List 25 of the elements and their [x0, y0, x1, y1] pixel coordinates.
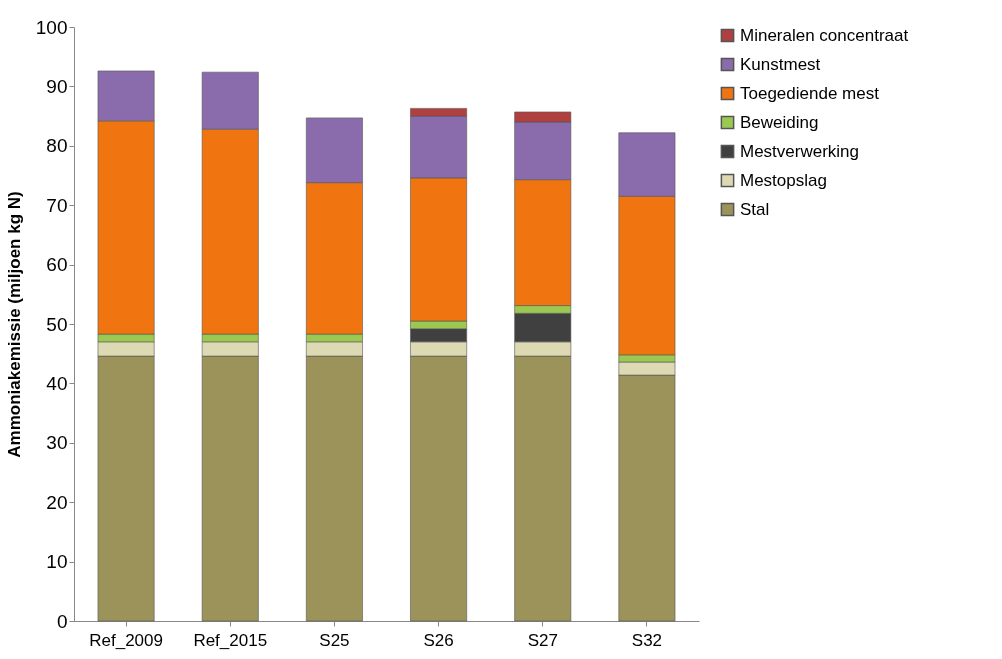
- legend-label: Beweiding: [740, 112, 819, 132]
- y-tick-label: 10: [46, 551, 68, 573]
- legend-label: Mestopslag: [740, 170, 827, 190]
- legend-label: Stal: [740, 199, 770, 219]
- y-tick-label: 0: [56, 610, 68, 632]
- y-tick-label: 100: [35, 16, 68, 38]
- x-tick-label: S32: [631, 630, 663, 650]
- y-tick-label: 60: [46, 254, 68, 276]
- legend-label: Toegediende mest: [740, 83, 880, 103]
- legend-label: Mineralen concentraat: [740, 25, 909, 45]
- x-tick-label: S26: [423, 630, 454, 650]
- x-tick-label: Ref_2009: [89, 630, 163, 650]
- y-tick-label: 20: [46, 491, 68, 513]
- legend-label: Kunstmest: [740, 54, 821, 74]
- y-tick-label: 90: [46, 75, 68, 97]
- y-tick-label: 30: [46, 432, 68, 454]
- legend-label: Mestverwerking: [740, 141, 860, 161]
- x-tick-label: S25: [319, 630, 350, 650]
- y-tick-label: 50: [46, 313, 68, 335]
- y-tick-label: 80: [46, 135, 68, 157]
- y-axis-title: Ammoniakemissie (miljoen kg N): [4, 191, 24, 458]
- y-tick-label: 40: [46, 372, 68, 394]
- x-tick-label: Ref_2015: [193, 630, 268, 650]
- y-tick-label: 70: [46, 194, 68, 216]
- x-tick-label: S27: [527, 630, 558, 650]
